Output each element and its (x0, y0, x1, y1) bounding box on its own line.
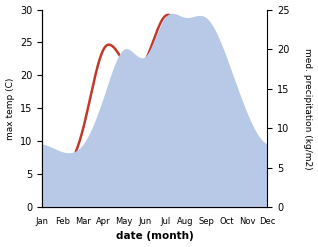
Y-axis label: med. precipitation (kg/m2): med. precipitation (kg/m2) (303, 48, 313, 169)
Y-axis label: max temp (C): max temp (C) (5, 77, 15, 140)
X-axis label: date (month): date (month) (116, 231, 194, 242)
